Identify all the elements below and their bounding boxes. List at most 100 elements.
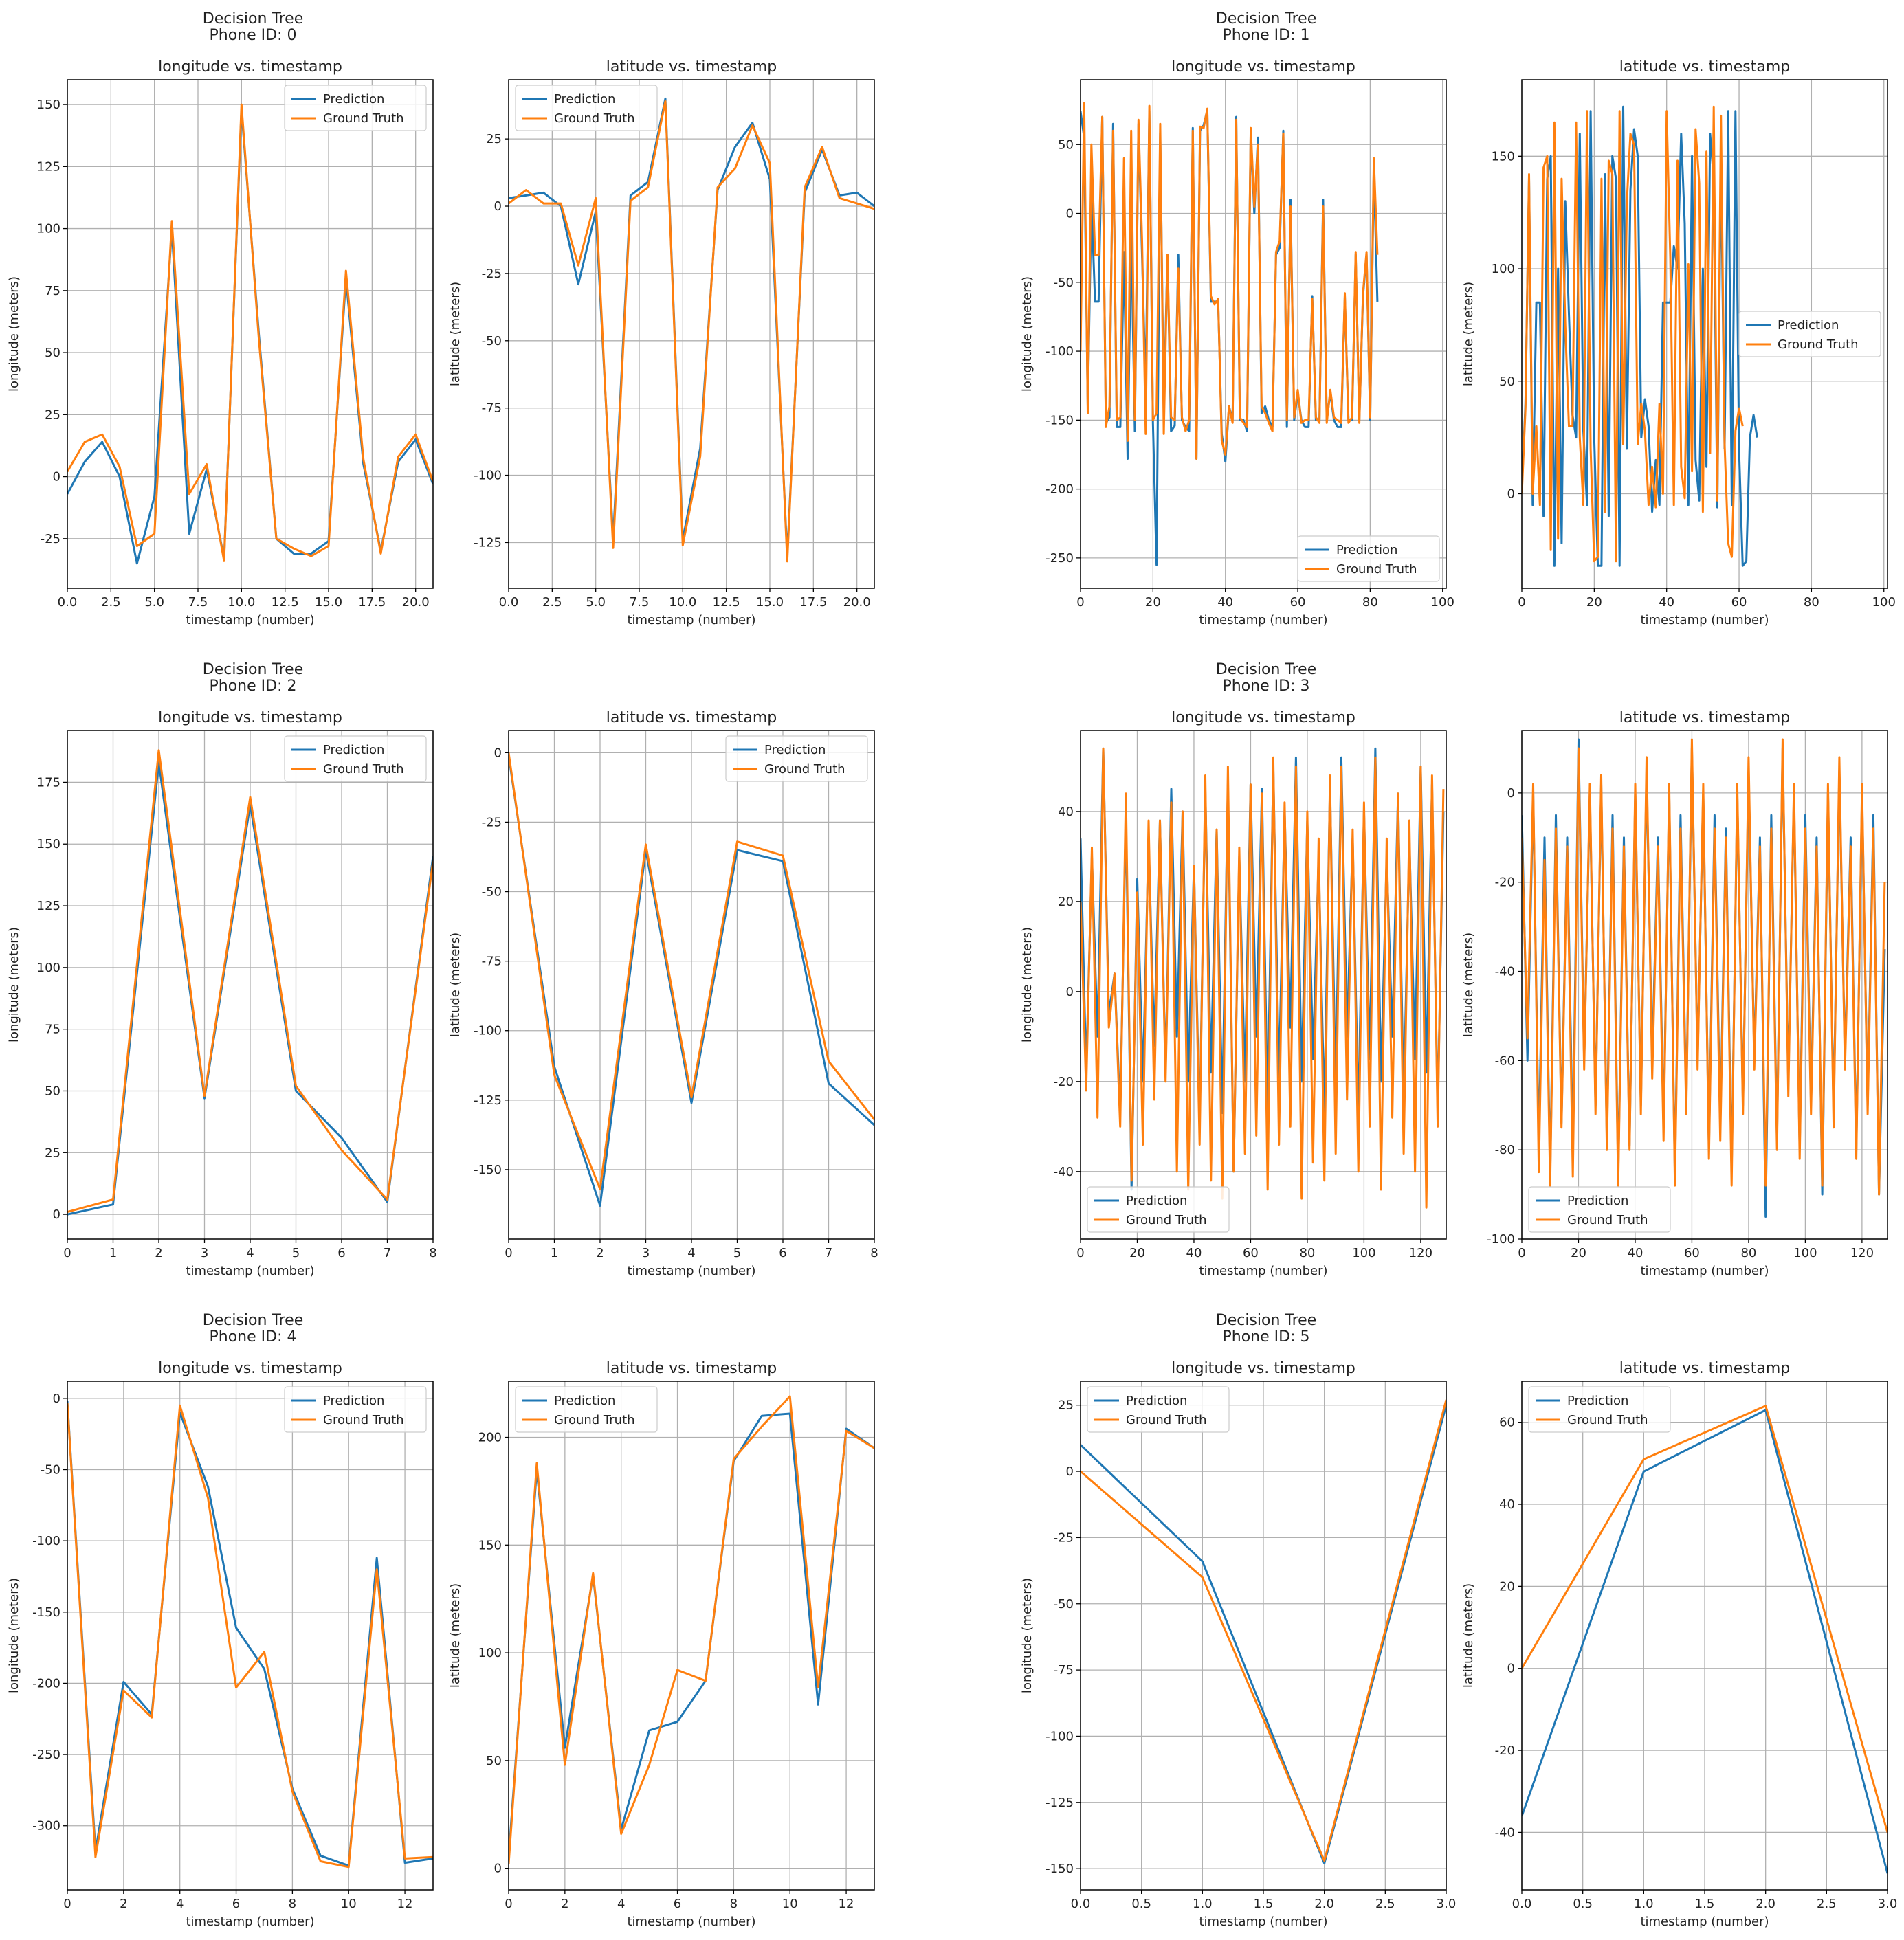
x-tick-label: 20	[1571, 1246, 1586, 1260]
y-axis-label: latitude (meters)	[1461, 933, 1476, 1037]
y-tick-label: 175	[37, 775, 60, 790]
y-tick-label: 75	[45, 284, 60, 298]
legend: Prediction Ground Truth	[1528, 1186, 1671, 1233]
series-line-ground-truth	[509, 1395, 874, 1864]
x-tick-label: 2	[561, 1897, 568, 1911]
x-tick-label: 2.5	[1817, 1897, 1837, 1911]
x-tick-label: 1.0	[1634, 1897, 1654, 1911]
x-tick-label: 1.5	[1254, 1897, 1274, 1911]
chart-title: latitude vs. timestamp	[606, 1360, 777, 1377]
y-tick-label: -80	[1495, 1143, 1515, 1157]
series-line-ground-truth	[67, 103, 433, 562]
plot-frame	[1521, 730, 1888, 1240]
x-axis-label: timestamp (number)	[1640, 1264, 1769, 1278]
legend: Prediction Ground Truth	[515, 1386, 658, 1433]
series-line-prediction	[67, 1401, 433, 1867]
x-tick-label: 15.0	[315, 595, 342, 610]
legend-box	[1087, 1186, 1230, 1233]
plot-frame	[1521, 79, 1888, 589]
x-tick-label: 10.0	[669, 595, 696, 610]
legend-label-prediction: Prediction	[1336, 543, 1397, 557]
figure-subtitle: Phone ID: 2	[210, 678, 297, 695]
y-tick-label: 150	[37, 98, 60, 112]
legend: Prediction Ground Truth	[725, 735, 868, 782]
y-tick-label: 0	[1507, 1662, 1515, 1676]
figure-subtitle: Phone ID: 1	[1223, 27, 1310, 44]
x-tick-label: 7.5	[188, 595, 208, 610]
y-tick-label: -300	[32, 1819, 60, 1833]
y-tick-label: -25	[482, 815, 502, 829]
y-tick-label: 150	[1492, 149, 1515, 164]
x-tick-label: 0	[1518, 595, 1525, 610]
y-tick-label: -20	[1495, 876, 1515, 890]
y-tick-label: 25	[45, 408, 60, 422]
x-tick-label: 8	[429, 1246, 436, 1260]
chart-title: longitude vs. timestamp	[158, 58, 342, 76]
figure-title: Decision Tree	[203, 661, 304, 678]
series-line-ground-truth	[1081, 1399, 1446, 1862]
plot-frame	[67, 79, 434, 589]
y-tick-label: 0	[494, 1862, 502, 1876]
series-line-ground-truth	[509, 100, 874, 563]
figure-title: Decision Tree	[1216, 1312, 1317, 1329]
chart-title: longitude vs. timestamp	[158, 1360, 342, 1377]
y-tick-label: 0	[1066, 985, 1074, 999]
x-tick-label: 100	[1793, 1246, 1817, 1260]
legend-label-ground-truth: Ground Truth	[323, 1413, 404, 1427]
y-tick-label: 50	[486, 1754, 502, 1768]
x-tick-label: 100	[1431, 595, 1454, 610]
plot-frame	[1080, 1381, 1447, 1891]
series-line-prediction	[1522, 1409, 1888, 1874]
x-axis-label: timestamp (number)	[186, 1915, 314, 1929]
y-tick-label: -250	[32, 1748, 60, 1762]
x-tick-label: 7	[825, 1246, 832, 1260]
y-tick-label: -50	[1054, 1597, 1074, 1612]
series-line-ground-truth	[67, 1403, 433, 1869]
x-tick-label: 120	[1850, 1246, 1874, 1260]
plot-frame	[1521, 1381, 1888, 1891]
x-tick-label: 6	[674, 1897, 681, 1911]
chart-title: longitude vs. timestamp	[1171, 1360, 1355, 1377]
y-tick-label: -75	[482, 401, 502, 416]
x-tick-label: 0	[1518, 1246, 1525, 1260]
y-tick-label: -150	[1045, 1862, 1074, 1876]
chart-panel-2-latitude: latitude vs. timestamp 0 1 2 3 4 5 6 7 8 -150 -125 -…	[448, 709, 878, 1278]
x-tick-label: 5	[292, 1246, 300, 1260]
x-tick-label: 60	[1731, 595, 1747, 610]
x-tick-label: 0	[505, 1897, 512, 1911]
y-tick-label: -75	[1054, 1663, 1074, 1677]
legend-box	[515, 1386, 658, 1433]
x-tick-label: 5	[733, 1246, 741, 1260]
x-axis-label: timestamp (number)	[1199, 1264, 1327, 1278]
legend-label-prediction: Prediction	[1567, 1394, 1628, 1408]
y-tick-label: -150	[1045, 413, 1074, 427]
x-tick-label: 0.0	[1512, 1897, 1532, 1911]
series-line-prediction	[67, 108, 433, 565]
x-tick-label: 0	[63, 1246, 71, 1260]
y-axis-label: latitude (meters)	[1461, 1583, 1476, 1688]
y-tick-label: -25	[1054, 1530, 1074, 1545]
x-tick-label: 2	[596, 1246, 604, 1260]
x-tick-label: 4	[687, 1246, 695, 1260]
legend: Prediction Ground Truth	[1738, 311, 1881, 357]
y-axis-label: latitude (meters)	[448, 1583, 463, 1688]
legend-label-ground-truth: Ground Truth	[1778, 337, 1859, 352]
series-line-ground-truth	[1522, 738, 1886, 1196]
chart-title: latitude vs. timestamp	[606, 709, 777, 726]
y-tick-label: -100	[1045, 344, 1074, 359]
y-axis-label: longitude (meters)	[1020, 276, 1034, 392]
chart-panel-5-latitude: latitude vs. timestamp 0.0 0.5 1.0 1.5 2.0 2.5…	[1461, 1360, 1897, 1929]
figure-subtitle: Phone ID: 4	[210, 1328, 297, 1346]
plot-frame	[1080, 79, 1447, 589]
legend-label-prediction: Prediction	[764, 743, 826, 757]
legend-label-prediction: Prediction	[323, 743, 384, 757]
chart-panel-3-latitude: latitude vs. timestamp 0 20 40 60 80 100 120 -10…	[1461, 709, 1888, 1278]
legend-box	[284, 85, 427, 131]
y-tick-label: -40	[1495, 1825, 1515, 1840]
y-tick-label: 25	[45, 1146, 60, 1160]
y-tick-label: -125	[474, 535, 502, 550]
series-line-prediction	[509, 97, 874, 557]
y-tick-label: 150	[37, 837, 60, 851]
